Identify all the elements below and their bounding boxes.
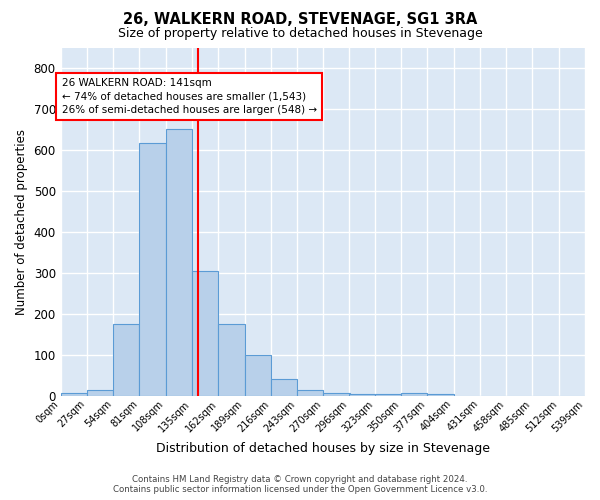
Bar xyxy=(113,324,139,396)
Text: Contains public sector information licensed under the Open Government Licence v3: Contains public sector information licen… xyxy=(113,485,487,494)
Bar xyxy=(375,394,401,396)
Text: Contains HM Land Registry data © Crown copyright and database right 2024.: Contains HM Land Registry data © Crown c… xyxy=(132,475,468,484)
Bar xyxy=(139,143,166,396)
Bar xyxy=(349,394,375,396)
Bar xyxy=(271,379,297,396)
Bar xyxy=(166,130,192,396)
Text: 26, WALKERN ROAD, STEVENAGE, SG1 3RA: 26, WALKERN ROAD, STEVENAGE, SG1 3RA xyxy=(123,12,477,28)
Bar xyxy=(401,393,427,396)
Bar xyxy=(245,355,271,396)
Text: 26 WALKERN ROAD: 141sqm
← 74% of detached houses are smaller (1,543)
26% of semi: 26 WALKERN ROAD: 141sqm ← 74% of detache… xyxy=(62,78,317,114)
Bar xyxy=(87,390,113,396)
Bar xyxy=(61,393,87,396)
Bar xyxy=(323,392,350,396)
Bar xyxy=(427,394,454,396)
X-axis label: Distribution of detached houses by size in Stevenage: Distribution of detached houses by size … xyxy=(156,442,490,455)
Bar xyxy=(218,324,245,396)
Text: Size of property relative to detached houses in Stevenage: Size of property relative to detached ho… xyxy=(118,28,482,40)
Y-axis label: Number of detached properties: Number of detached properties xyxy=(15,128,28,314)
Bar xyxy=(192,271,218,396)
Bar xyxy=(297,390,323,396)
